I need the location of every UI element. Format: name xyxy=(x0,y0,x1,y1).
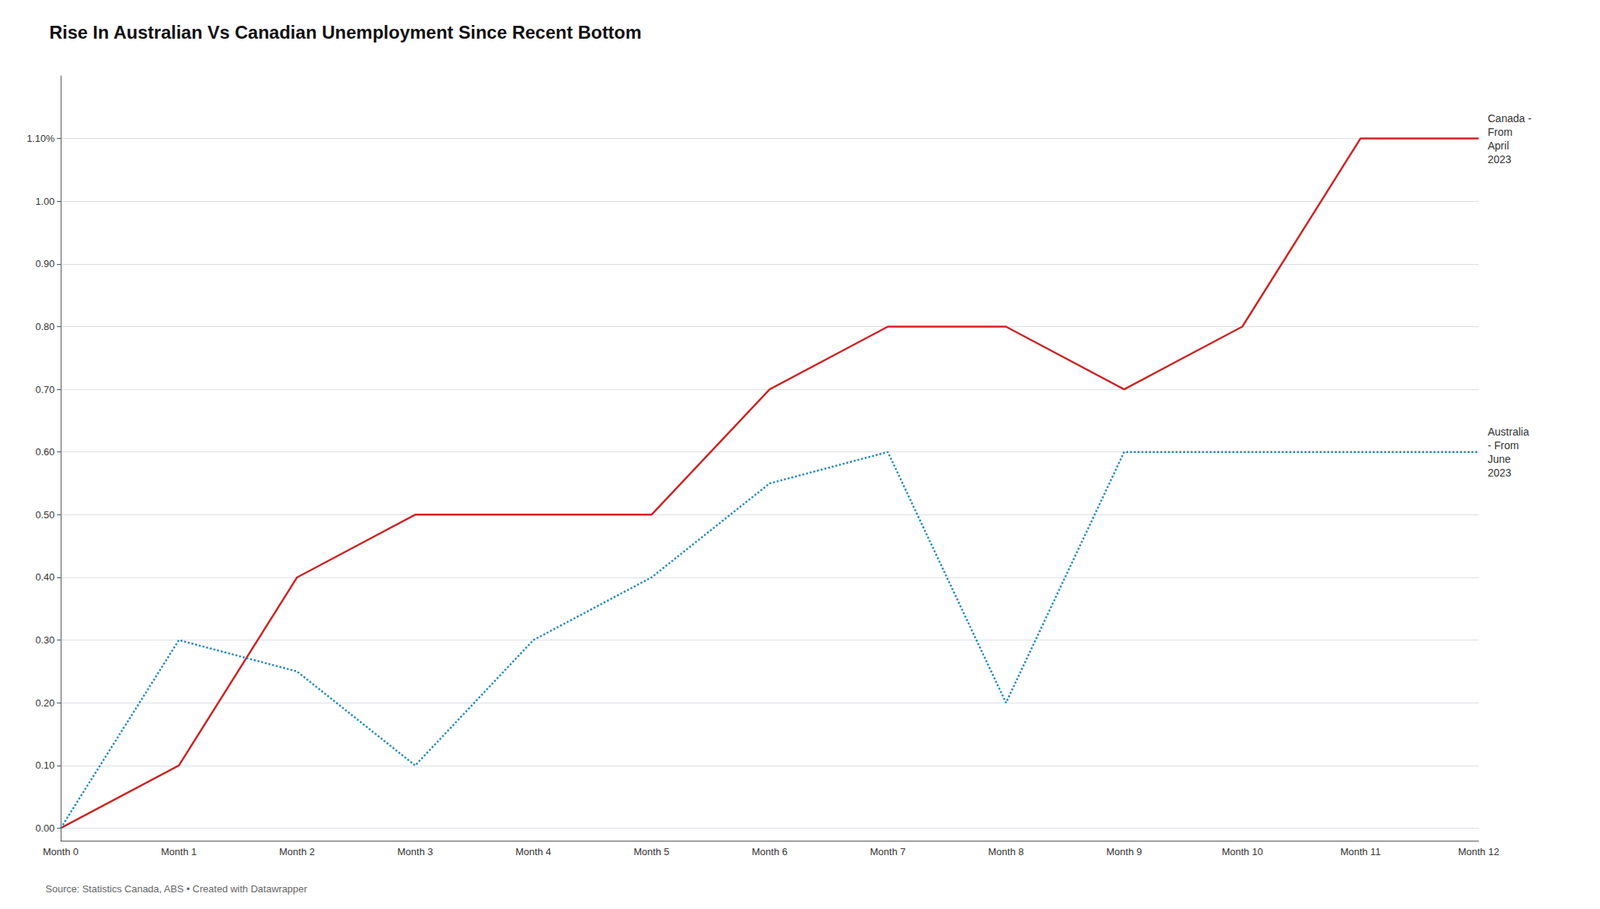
svg-text:0.30: 0.30 xyxy=(35,634,55,646)
svg-text:0.10: 0.10 xyxy=(35,759,55,771)
svg-text:Source: Statistics Canada, ABS: Source: Statistics Canada, ABS • Created… xyxy=(45,883,309,895)
svg-text:June: June xyxy=(1487,452,1512,466)
svg-text:Month 11: Month 11 xyxy=(1340,845,1381,858)
svg-text:Month 10: Month 10 xyxy=(1221,845,1263,858)
svg-text:2023: 2023 xyxy=(1487,153,1512,166)
svg-text:Month 7: Month 7 xyxy=(870,845,906,858)
svg-text:Canada -: Canada - xyxy=(1487,112,1532,125)
svg-text:Month 12: Month 12 xyxy=(1458,845,1500,858)
svg-text:0.40: 0.40 xyxy=(35,571,55,583)
svg-text:0.90: 0.90 xyxy=(35,257,55,270)
svg-text:Month 1: Month 1 xyxy=(160,845,197,858)
svg-text:0.80: 0.80 xyxy=(35,320,55,333)
svg-text:0.50: 0.50 xyxy=(35,509,55,521)
svg-text:Australia: Australia xyxy=(1487,425,1530,438)
svg-text:0.70: 0.70 xyxy=(35,383,55,396)
svg-text:Month 6: Month 6 xyxy=(751,845,788,858)
svg-text:Month 0: Month 0 xyxy=(43,845,79,858)
svg-text:Month 4: Month 4 xyxy=(515,845,552,858)
svg-text:0.00: 0.00 xyxy=(35,822,55,834)
svg-text:0.60: 0.60 xyxy=(35,446,55,458)
svg-text:1.00: 1.00 xyxy=(35,195,55,208)
svg-text:Month 8: Month 8 xyxy=(988,845,1025,858)
svg-text:Rise In Australian Vs Canadian: Rise In Australian Vs Canadian Unemploym… xyxy=(49,22,642,43)
svg-text:Month 2: Month 2 xyxy=(279,845,315,858)
svg-text:1.10%: 1.10% xyxy=(26,132,55,145)
svg-text:April: April xyxy=(1487,139,1509,152)
svg-text:Month 5: Month 5 xyxy=(633,845,670,858)
svg-text:From: From xyxy=(1487,125,1513,139)
svg-text:0.20: 0.20 xyxy=(35,697,55,709)
svg-text:Month 9: Month 9 xyxy=(1106,845,1142,858)
svg-text:2023: 2023 xyxy=(1487,466,1512,479)
svg-text:Month 3: Month 3 xyxy=(397,845,434,858)
svg-text:- From: - From xyxy=(1487,439,1519,452)
